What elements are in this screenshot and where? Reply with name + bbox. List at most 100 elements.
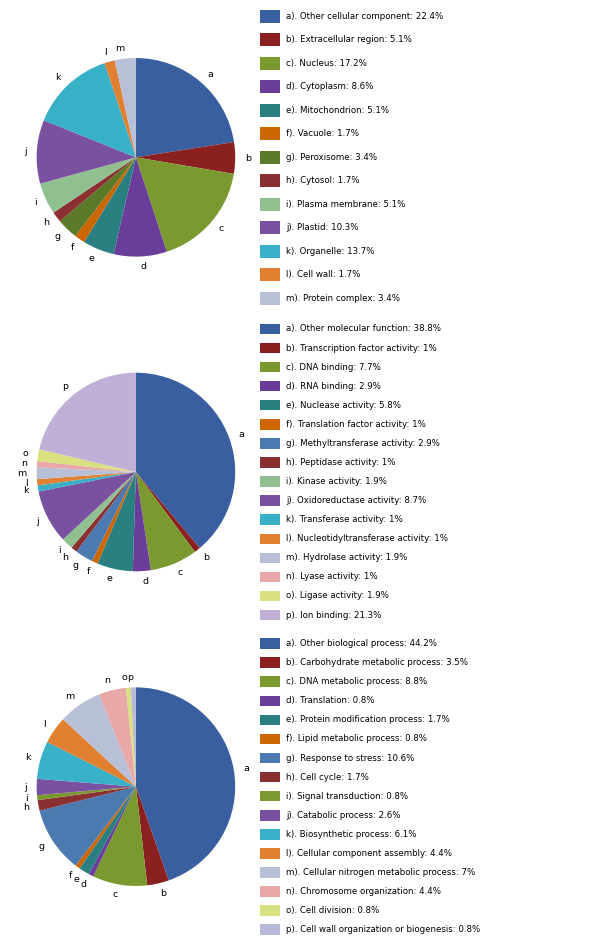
Text: c). Nucleus: 17.2%: c). Nucleus: 17.2% <box>286 59 367 68</box>
Wedge shape <box>136 472 200 552</box>
Bar <box>260 292 280 305</box>
Wedge shape <box>44 63 136 158</box>
Bar <box>260 324 280 334</box>
Text: l: l <box>105 47 107 57</box>
Text: p). Cell wall organization or biogenesis: 0.8%: p). Cell wall organization or biogenesis… <box>286 925 480 935</box>
Bar <box>260 80 280 93</box>
Text: m). Hydrolase activity: 1.9%: m). Hydrolase activity: 1.9% <box>286 553 407 563</box>
Bar <box>260 457 280 467</box>
Text: i). Plasma membrane: 5.1%: i). Plasma membrane: 5.1% <box>286 200 405 209</box>
Wedge shape <box>136 142 235 174</box>
Text: m: m <box>65 692 74 701</box>
Text: g: g <box>54 231 60 241</box>
Bar <box>260 886 280 897</box>
Bar <box>260 104 280 117</box>
Bar <box>260 198 280 211</box>
Bar <box>260 151 280 164</box>
Text: b: b <box>203 553 210 563</box>
Text: l: l <box>25 479 27 488</box>
Text: a: a <box>239 430 245 439</box>
Bar <box>260 221 280 234</box>
Text: k). Transferase activity: 1%: k). Transferase activity: 1% <box>286 515 403 524</box>
Wedge shape <box>99 688 136 786</box>
Text: k). Organelle: 13.7%: k). Organelle: 13.7% <box>286 246 375 256</box>
Text: i: i <box>34 198 37 208</box>
Wedge shape <box>93 786 147 886</box>
Text: f). Vacuole: 1.7%: f). Vacuole: 1.7% <box>286 129 359 139</box>
Wedge shape <box>39 373 136 472</box>
Wedge shape <box>72 472 136 551</box>
Text: n: n <box>21 459 27 468</box>
Text: o: o <box>22 449 28 458</box>
Text: b). Transcription factor activity: 1%: b). Transcription factor activity: 1% <box>286 344 437 352</box>
Text: j). Oxidoreductase activity: 8.7%: j). Oxidoreductase activity: 8.7% <box>286 497 426 505</box>
Text: p). Ion binding: 21.3%: p). Ion binding: 21.3% <box>286 611 381 619</box>
Text: k: k <box>25 752 31 762</box>
Text: e: e <box>89 254 95 262</box>
Wedge shape <box>40 786 136 866</box>
Bar <box>260 496 280 506</box>
Wedge shape <box>37 120 136 184</box>
Text: g: g <box>73 561 79 569</box>
Wedge shape <box>92 472 136 564</box>
Text: l: l <box>44 720 46 729</box>
Text: l). Cellular component assembly: 4.4%: l). Cellular component assembly: 4.4% <box>286 849 452 858</box>
Text: g). Methyltransferase activity: 2.9%: g). Methyltransferase activity: 2.9% <box>286 439 440 447</box>
Wedge shape <box>115 58 136 158</box>
Bar <box>260 477 280 487</box>
Wedge shape <box>38 472 136 492</box>
Text: d: d <box>142 577 148 585</box>
Text: n: n <box>104 676 110 685</box>
Text: a: a <box>243 764 249 773</box>
Text: c: c <box>113 890 118 899</box>
Text: f: f <box>87 566 90 576</box>
Text: f: f <box>69 870 72 880</box>
Wedge shape <box>60 158 136 236</box>
Wedge shape <box>136 158 234 252</box>
Bar <box>260 905 280 916</box>
Bar <box>260 175 280 187</box>
Bar <box>260 924 280 935</box>
Text: d: d <box>80 880 86 888</box>
Wedge shape <box>37 786 136 801</box>
Bar <box>260 772 280 783</box>
Bar <box>260 33 280 46</box>
Text: h: h <box>62 553 68 562</box>
Wedge shape <box>84 158 136 254</box>
Wedge shape <box>80 786 136 874</box>
Wedge shape <box>40 158 136 212</box>
Bar <box>260 438 280 448</box>
Wedge shape <box>89 786 136 876</box>
Text: f). Translation factor activity: 1%: f). Translation factor activity: 1% <box>286 420 426 429</box>
Text: h: h <box>43 218 48 228</box>
Wedge shape <box>136 472 195 570</box>
Bar <box>260 868 280 878</box>
Text: e). Nuclease activity: 5.8%: e). Nuclease activity: 5.8% <box>286 401 401 410</box>
Text: f: f <box>70 243 74 252</box>
Text: j: j <box>24 146 27 156</box>
Text: d). Translation: 0.8%: d). Translation: 0.8% <box>286 697 375 705</box>
Wedge shape <box>47 719 136 786</box>
Text: b). Extracellular region: 5.1%: b). Extracellular region: 5.1% <box>286 36 412 44</box>
Text: g). Response to stress: 10.6%: g). Response to stress: 10.6% <box>286 753 414 763</box>
Bar <box>260 657 280 668</box>
Text: d: d <box>141 261 147 271</box>
Wedge shape <box>136 786 168 885</box>
Bar <box>260 591 280 601</box>
Text: h). Peptidase activity: 1%: h). Peptidase activity: 1% <box>286 458 395 467</box>
Text: f). Lipid metabolic process: 0.8%: f). Lipid metabolic process: 0.8% <box>286 734 427 744</box>
Bar <box>260 57 280 70</box>
Bar <box>260 610 280 620</box>
Text: l). Nucleotidyltransferase activity: 1%: l). Nucleotidyltransferase activity: 1% <box>286 534 448 543</box>
Wedge shape <box>37 461 136 472</box>
Wedge shape <box>113 158 167 257</box>
Text: g: g <box>38 842 44 851</box>
Wedge shape <box>53 158 136 221</box>
Text: k). Biosynthetic process: 6.1%: k). Biosynthetic process: 6.1% <box>286 830 417 839</box>
Text: m). Protein complex: 3.4%: m). Protein complex: 3.4% <box>286 294 400 303</box>
Text: e). Protein modification process: 1.7%: e). Protein modification process: 1.7% <box>286 716 450 724</box>
Wedge shape <box>76 786 136 868</box>
Bar <box>260 343 280 353</box>
Text: i: i <box>25 794 27 803</box>
Text: p: p <box>127 673 133 682</box>
